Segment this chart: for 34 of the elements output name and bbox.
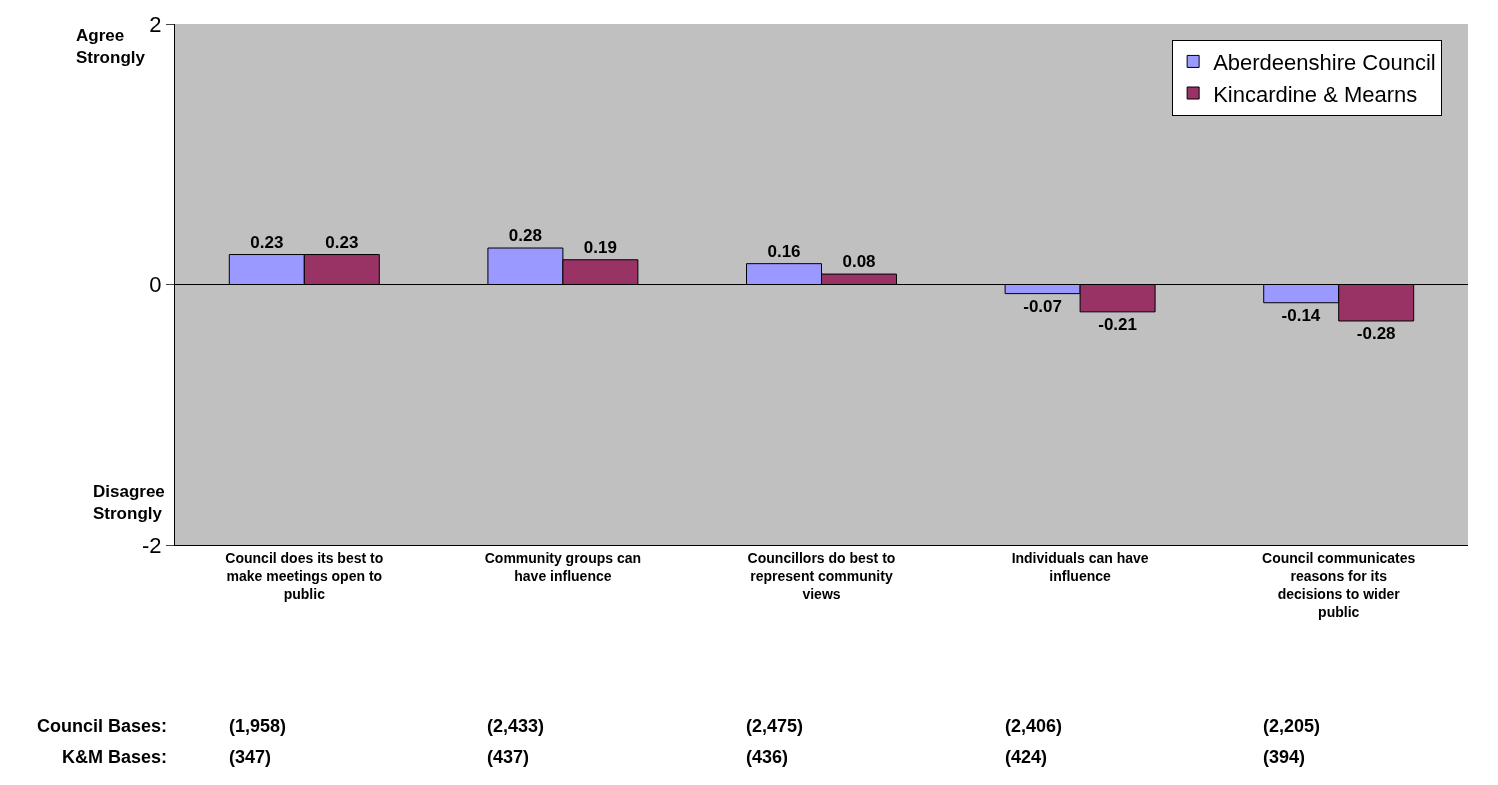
data-label: -0.21: [1098, 314, 1137, 334]
text: (424): [1005, 747, 1048, 767]
text: K&M Bases:: [62, 747, 168, 767]
x-tick-label: Community groups can have influence: [484, 549, 642, 584]
legend-label: Aberdeenshire Council: [1213, 50, 1436, 76]
y-tick-label: -2: [142, 532, 162, 558]
x-tick-label: Individuals can have influence: [1011, 549, 1149, 584]
legend-label: Kincardine & Mearns: [1213, 81, 1418, 107]
data-label: -0.07: [1023, 296, 1062, 316]
text: (1,958): [229, 716, 287, 736]
text: (2,475): [746, 716, 804, 736]
data-label: -0.14: [1281, 305, 1321, 325]
text: (394): [1263, 747, 1306, 767]
data-label: 0.23: [325, 232, 359, 252]
data-label: 0.08: [842, 252, 876, 272]
data-label: 0.28: [508, 226, 542, 246]
x-tick-label: Council communicates reasons for its decisions to wider public: [1262, 549, 1416, 621]
text: (2,433): [487, 716, 545, 736]
text: Council Bases:: [37, 716, 168, 736]
data-label: 0.16: [767, 241, 801, 261]
y-tick-label: 0: [149, 272, 162, 298]
text: Disagree Strongly: [93, 482, 165, 524]
text: (2,205): [1263, 716, 1321, 736]
x-tick-label: Councillors do best to represent community views: [747, 549, 896, 603]
x-tick-label: Council does its best to make meetings open to public: [225, 549, 384, 603]
data-label: -0.28: [1356, 323, 1396, 343]
text: (437): [487, 747, 530, 767]
data-label: 0.23: [250, 232, 284, 252]
text: Agree Strongly: [76, 26, 146, 68]
text: (436): [746, 747, 789, 767]
y-tick-label: 2: [149, 11, 162, 37]
text: (347): [229, 747, 272, 767]
text: (2,406): [1005, 716, 1063, 736]
data-label: 0.19: [583, 237, 617, 257]
